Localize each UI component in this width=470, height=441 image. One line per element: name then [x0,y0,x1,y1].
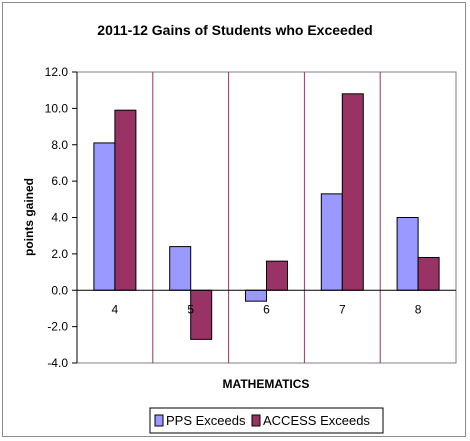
legend-label: PPS Exceeds [166,413,246,428]
x-axis-title: MATHEMATICS [223,377,310,391]
bar-pps-exceeds-8 [396,217,419,291]
bar-pps-exceeds-5 [169,246,192,291]
legend-box [149,407,384,434]
y-tick-label: 2.0 [51,247,68,261]
legend-swatch [154,414,164,427]
x-tick-label: 4 [112,302,119,316]
bar-pps-exceeds-6 [245,289,267,302]
plot-area: 12.0 10.0 8.0 6.0 4.0 2.0 0.0 -2.0 -4.0 4 5 6 7 8 [45,65,457,370]
x-tick-label: 8 [415,302,422,316]
y-tick-label: 0.0 [51,283,68,297]
plot-background [76,71,457,364]
x-tick-label: 6 [263,302,270,316]
bar-pps-exceeds-7 [320,193,343,291]
y-tick-label: 12.0 [45,65,69,79]
y-tick-label: -2.0 [47,320,68,334]
bar-access-exceeds-4 [114,109,137,291]
bar-access-exceeds-8 [417,257,440,291]
x-tick-label: 7 [339,302,346,316]
chart-title: 2011-12 Gains of Students who Exceeded [97,22,372,38]
y-tick-label: 8.0 [51,138,68,152]
y-axis-title: points gained [22,178,36,256]
y-tick-label: -4.0 [47,356,68,370]
y-tick-label: 10.0 [45,101,69,115]
bar-access-exceeds-6 [266,260,288,291]
bar-access-exceeds-7 [341,93,364,291]
legend-swatch [251,414,261,427]
x-tick-label: 5 [187,302,194,316]
y-tick-label: 6.0 [51,174,68,188]
legend-label: ACCESS Exceeds [263,413,370,428]
legend: PPS Exceeds ACCESS Exceeds [149,407,384,434]
y-tick-label: 4.0 [51,211,68,225]
bar-pps-exceeds-4 [93,142,116,291]
